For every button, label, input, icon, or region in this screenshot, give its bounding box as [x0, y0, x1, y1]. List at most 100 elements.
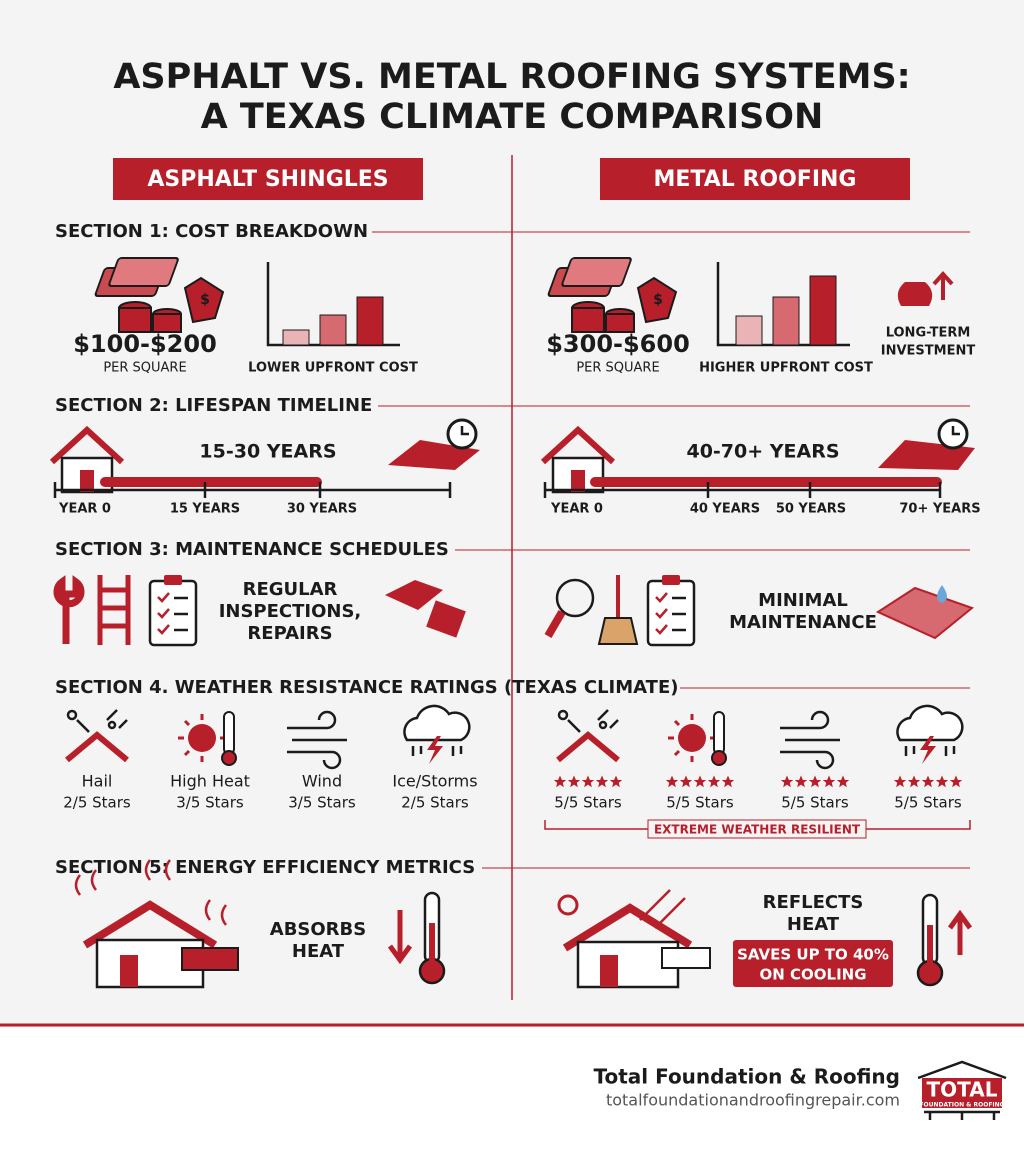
footer-background	[0, 1027, 1024, 1154]
note: HIGHER UPFRONT COST	[699, 361, 873, 376]
timeline-label: 50 YEARS	[776, 502, 846, 517]
text: MINIMAL	[758, 590, 848, 611]
icon-rect	[120, 955, 138, 987]
ladder-icon	[97, 575, 131, 645]
icon-path	[597, 617, 639, 645]
badge: EXTREME WEATHER RESILIENT	[654, 823, 861, 837]
icon-rect	[809, 275, 837, 346]
bag-icon	[897, 282, 933, 306]
section-title: SECTION 4. WEATHER RESISTANCE RATINGS (T…	[55, 677, 679, 698]
section-title: SECTION 3: MAINTENANCE SCHEDULES	[55, 539, 449, 560]
sun-icon	[557, 894, 579, 916]
icon-rect	[319, 314, 347, 346]
checklist-icon	[148, 573, 198, 647]
badge-box	[647, 819, 867, 839]
text: HEAT	[292, 941, 345, 962]
timeline-label: 70+ YEARS	[899, 502, 980, 517]
note: LONG-TERM	[886, 326, 971, 341]
icon-path	[544, 609, 566, 639]
price-unit: PER SQUARE	[103, 361, 186, 376]
weather-label: Wind	[302, 772, 342, 791]
shingle-icon	[385, 580, 443, 610]
rating: 5/5 Stars	[554, 794, 622, 812]
section-title: SECTION 5: ENERGY EFFICIENCY METRICS	[55, 857, 475, 878]
chart-icon	[266, 262, 400, 347]
title: ASPHALT VS. METAL ROOFING SYSTEMS:	[113, 57, 910, 97]
rating: 2/5 Stars	[63, 794, 131, 812]
text: ABSORBS	[270, 919, 366, 940]
arrow-up	[947, 909, 973, 955]
rating: 5/5 Stars	[666, 794, 734, 812]
price: $100-$200	[73, 330, 217, 358]
magnifier-icon	[555, 578, 595, 618]
rating: 5/5 Stars	[894, 794, 962, 812]
weather-label: Ice/Storms	[392, 772, 477, 791]
text: HEAT	[787, 914, 840, 935]
text: REGULAR	[243, 579, 338, 600]
wrench-icon	[53, 575, 85, 644]
icon-rect	[661, 947, 711, 969]
metal-sheet-icon	[875, 586, 975, 640]
house-icon	[562, 903, 693, 952]
badge-box	[733, 940, 893, 987]
timeline-bar	[590, 477, 942, 487]
range: 15-30 YEARS	[199, 441, 336, 463]
timeline-label: 40 YEARS	[690, 502, 760, 517]
column-header: ASPHALT SHINGLES	[147, 167, 388, 192]
arrow-down	[387, 910, 413, 965]
icon-rect	[735, 315, 763, 346]
chart-icon	[716, 262, 850, 347]
rating: 3/5 Stars	[288, 794, 356, 812]
rating: 5/5 Stars	[781, 794, 849, 812]
logo-box	[922, 1078, 1002, 1108]
timeline-bar	[100, 477, 322, 487]
icon-rect	[772, 296, 800, 346]
column-header-box	[600, 158, 910, 200]
column-header: METAL ROOFING	[654, 167, 857, 192]
range: 40-70+ YEARS	[686, 441, 839, 463]
timeline-axis	[53, 482, 452, 498]
title: A TEXAS CLIMATE COMPARISON	[201, 97, 824, 137]
icon-rect	[600, 955, 618, 987]
timeline-label: 30 YEARS	[287, 502, 357, 517]
text: INSPECTIONS,	[219, 601, 362, 622]
note: LOWER UPFRONT COST	[248, 361, 418, 376]
section-title: SECTION 1: COST BREAKDOWN	[55, 221, 368, 242]
icon-rect	[181, 947, 239, 971]
icon-path	[639, 889, 686, 929]
icon-rect	[356, 296, 384, 346]
timeline-label: YEAR 0	[550, 502, 603, 517]
logo-base	[924, 1110, 1000, 1120]
logo-text: FOUNDATION & ROOFING	[919, 1102, 1004, 1109]
icon-path	[937, 585, 947, 603]
icon-use	[446, 418, 478, 450]
text: REFLECTS	[763, 892, 864, 913]
checklist-icon	[646, 573, 696, 647]
icon-rect	[282, 329, 310, 346]
logo-roof	[917, 1060, 1007, 1080]
weather-label: High Heat	[170, 772, 250, 791]
logo-text: TOTAL	[927, 1078, 998, 1102]
url: totalfoundationandroofingrepair.com	[606, 1091, 900, 1110]
weather-label: Hail	[82, 772, 113, 791]
rating: 3/5 Stars	[176, 794, 244, 812]
text: REPAIRS	[247, 623, 332, 644]
rating: 2/5 Stars	[401, 794, 469, 812]
company: Total Foundation & Roofing	[593, 1065, 900, 1089]
price: $300-$600	[546, 330, 690, 358]
text: MAINTENANCE	[729, 612, 877, 633]
house-icon	[82, 900, 218, 949]
heat-waves	[74, 859, 228, 926]
timeline-axis	[543, 482, 942, 498]
timeline-label: 15 YEARS	[170, 502, 240, 517]
badge: ON COOLING	[759, 966, 866, 984]
section-title: SECTION 2: LIFESPAN TIMELINE	[55, 395, 372, 416]
icon-path	[932, 271, 954, 300]
icon-use	[937, 418, 969, 450]
timeline-label: YEAR 0	[58, 502, 111, 517]
note: INVESTMENT	[881, 344, 976, 359]
price-unit: PER SQUARE	[576, 361, 659, 376]
column-header-box	[113, 158, 423, 200]
